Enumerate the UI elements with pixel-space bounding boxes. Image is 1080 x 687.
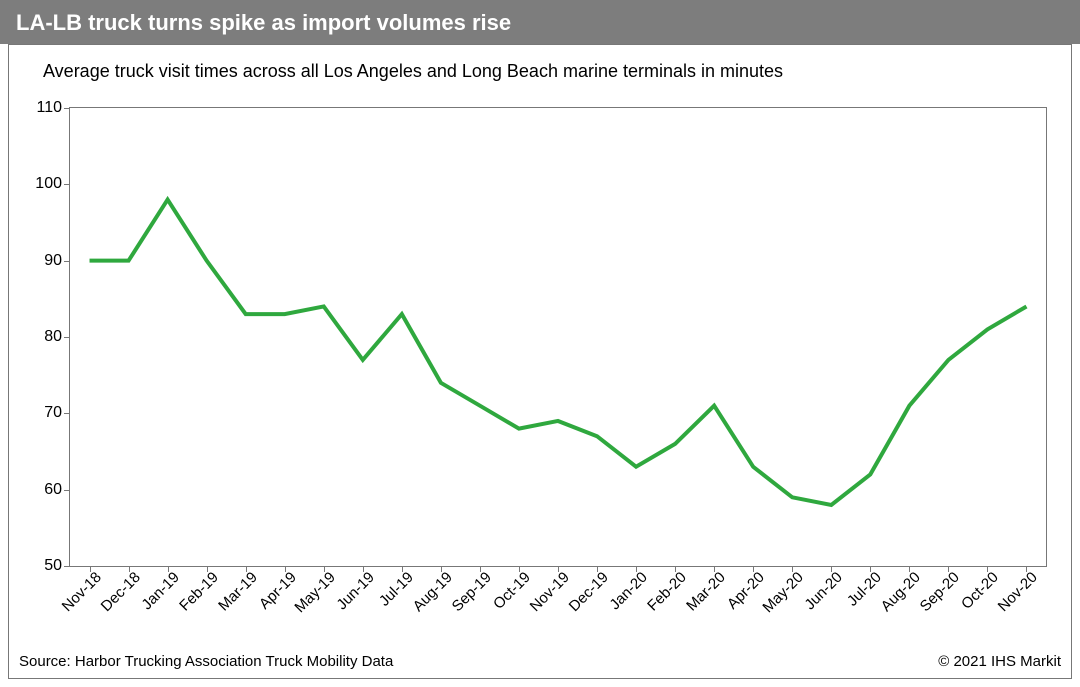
x-tick-label: Feb-20 xyxy=(644,569,690,615)
x-tick-mark xyxy=(792,566,793,572)
x-tick-label: Oct-19 xyxy=(490,569,534,613)
x-tick-mark xyxy=(90,566,91,572)
chart-subtitle: Average truck visit times across all Los… xyxy=(43,61,783,82)
x-tick-label: Nov-20 xyxy=(995,569,1041,615)
x-tick-mark xyxy=(519,566,520,572)
y-tick-label: 50 xyxy=(44,557,62,575)
x-tick-label: Nov-18 xyxy=(58,569,104,615)
y-tick-label: 60 xyxy=(44,481,62,499)
x-tick-mark xyxy=(558,566,559,572)
x-tick-mark xyxy=(129,566,130,572)
y-tick-label: 100 xyxy=(35,175,62,193)
x-tick-mark xyxy=(285,566,286,572)
x-tick-label: Nov-19 xyxy=(527,569,573,615)
x-tick-mark xyxy=(597,566,598,572)
y-tick-mark xyxy=(64,337,70,338)
x-tick-mark xyxy=(207,566,208,572)
x-tick-mark xyxy=(636,566,637,572)
x-tick-mark xyxy=(1026,566,1027,572)
y-tick-label: 70 xyxy=(44,404,62,422)
source-text: Source: Harbor Trucking Association Truc… xyxy=(19,653,393,670)
y-tick-mark xyxy=(64,566,70,567)
x-tick-label: Jun-20 xyxy=(802,569,846,613)
data-line xyxy=(90,200,1027,505)
x-tick-label: Jan-19 xyxy=(138,569,182,613)
plot-area: 5060708090100110Nov-18Dec-18Jan-19Feb-19… xyxy=(69,107,1047,567)
x-tick-label: Mar-19 xyxy=(215,569,261,615)
x-tick-label: Sep-20 xyxy=(917,569,963,615)
x-tick-mark xyxy=(246,566,247,572)
copyright-text: © 2021 IHS Markit xyxy=(938,653,1061,670)
x-tick-label: Jan-20 xyxy=(606,569,650,613)
x-tick-label: Mar-20 xyxy=(683,569,729,615)
x-tick-mark xyxy=(909,566,910,572)
y-tick-mark xyxy=(64,261,70,262)
y-tick-mark xyxy=(64,490,70,491)
x-tick-mark xyxy=(714,566,715,572)
x-tick-label: Dec-19 xyxy=(566,569,612,615)
x-tick-label: Aug-20 xyxy=(878,569,924,615)
x-tick-label: May-19 xyxy=(291,569,338,616)
x-tick-mark xyxy=(324,566,325,572)
x-tick-mark xyxy=(831,566,832,572)
x-tick-label: May-20 xyxy=(760,569,807,616)
x-tick-label: Oct-20 xyxy=(958,569,1002,613)
y-tick-label: 90 xyxy=(44,252,62,270)
x-tick-label: Jun-19 xyxy=(333,569,377,613)
line-series xyxy=(70,108,1046,566)
x-tick-label: Dec-18 xyxy=(97,569,143,615)
y-tick-label: 110 xyxy=(36,99,62,117)
chart-title-bar: LA-LB truck turns spike as import volume… xyxy=(0,0,1080,44)
y-tick-mark xyxy=(64,413,70,414)
chart-frame: Average truck visit times across all Los… xyxy=(8,44,1072,679)
x-tick-mark xyxy=(870,566,871,572)
x-tick-mark xyxy=(168,566,169,572)
x-tick-mark xyxy=(441,566,442,572)
x-tick-mark xyxy=(987,566,988,572)
y-tick-mark xyxy=(64,108,70,109)
x-tick-mark xyxy=(753,566,754,572)
x-tick-label: Feb-19 xyxy=(176,569,222,615)
y-tick-mark xyxy=(64,184,70,185)
x-tick-mark xyxy=(480,566,481,572)
x-tick-mark xyxy=(402,566,403,572)
x-tick-mark xyxy=(675,566,676,572)
chart-container: LA-LB truck turns spike as import volume… xyxy=(0,0,1080,687)
x-tick-mark xyxy=(948,566,949,572)
x-tick-label: Aug-19 xyxy=(409,569,455,615)
x-tick-mark xyxy=(363,566,364,572)
y-tick-label: 80 xyxy=(44,328,62,346)
chart-title: LA-LB truck turns spike as import volume… xyxy=(16,10,511,35)
x-tick-label: Sep-19 xyxy=(449,569,495,615)
